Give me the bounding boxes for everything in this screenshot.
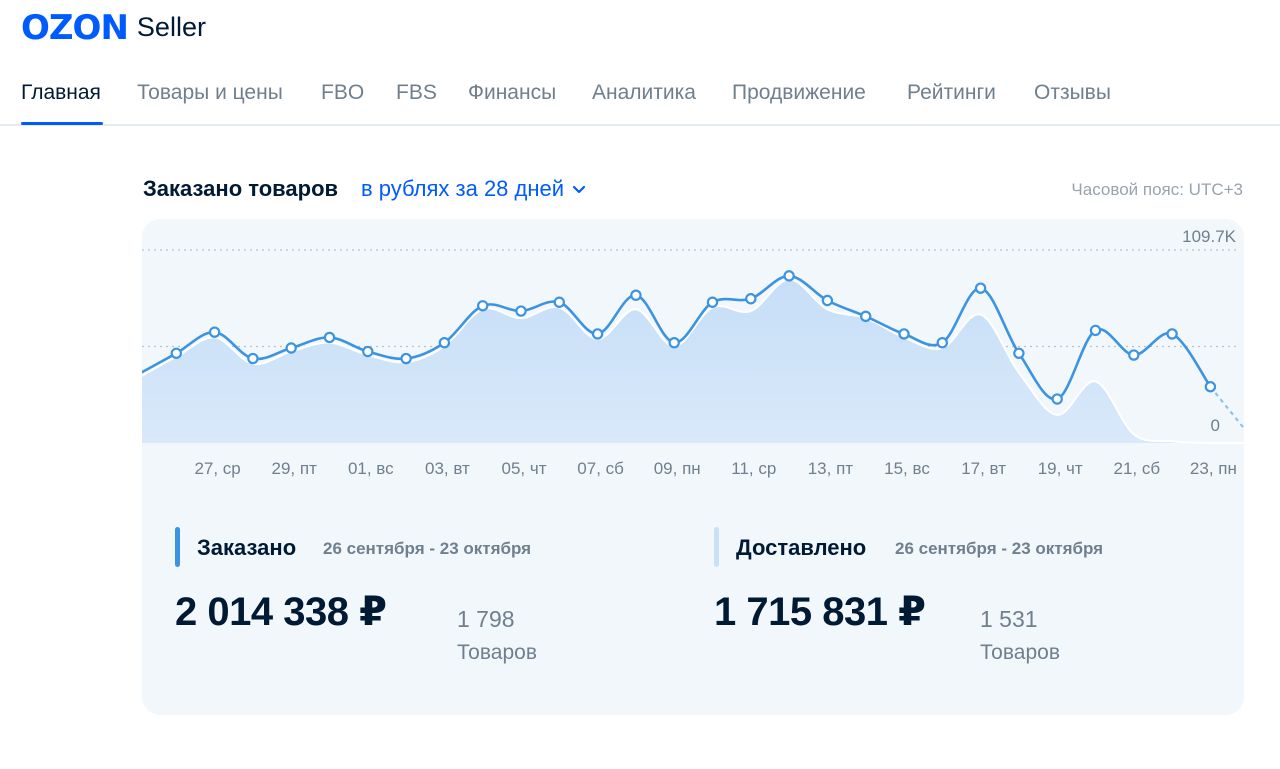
y-axis-max-label: 109.7K — [1182, 227, 1236, 246]
timezone-label: Часовой пояс: UTC+3 — [1071, 180, 1243, 199]
nav-item-home[interactable]: Главная — [21, 81, 101, 104]
stat-ordered-marker — [175, 527, 180, 567]
section-title: Заказано товаров — [143, 176, 339, 201]
stat-delivered-marker — [714, 527, 719, 567]
logo-product: Seller — [136, 12, 206, 42]
x-tick-label: 09, пн — [653, 459, 701, 478]
data-point[interactable] — [170, 347, 182, 359]
nav-item-analytics[interactable]: Аналитика — [592, 81, 696, 104]
data-point[interactable] — [208, 326, 221, 338]
period-dropdown-label: в рублях за 28 дней — [361, 176, 565, 201]
nav-item-finance[interactable]: Финансы — [468, 81, 557, 104]
nav-item-fbo[interactable]: FBO — [321, 81, 365, 104]
nav-item-products[interactable]: Товары и цены — [137, 81, 283, 104]
app-header: OZON Seller — [0, 0, 1280, 60]
data-point[interactable] — [898, 328, 910, 340]
x-tick-label: 13, пт — [807, 459, 854, 478]
logo-brand: OZON — [21, 8, 129, 48]
stat-delivered: Доставлено 26 сентября - 23 октября 1 71… — [714, 527, 1214, 677]
stat-delivered-title: Доставлено — [736, 535, 867, 560]
data-point[interactable] — [860, 310, 872, 323]
period-dropdown[interactable]: в рублях за 28 дней — [361, 176, 586, 202]
data-point[interactable] — [438, 337, 451, 349]
x-tick-label: 21, сб — [1113, 459, 1161, 478]
main-nav: Главная Товары и цены FBO FBS Финансы Ан… — [0, 74, 1280, 126]
data-point[interactable] — [323, 331, 336, 344]
data-point[interactable] — [247, 352, 259, 365]
data-point[interactable] — [630, 289, 642, 301]
data-point[interactable] — [821, 294, 834, 307]
nav-item-reviews[interactable]: Отзывы — [1034, 81, 1111, 104]
stat-ordered-count: 1 798 — [457, 606, 515, 632]
data-point[interactable] — [477, 300, 489, 312]
x-tick-label: 11, ср — [731, 459, 777, 478]
orders-chart[interactable] — [142, 219, 1244, 459]
data-point[interactable] — [1204, 381, 1217, 393]
x-tick-label: 03, вт — [424, 459, 470, 478]
section-header: Заказано товаров в рублях за 28 дней Час… — [143, 174, 1243, 206]
ozon-seller-logo[interactable]: OZON Seller — [21, 8, 206, 47]
data-point[interactable] — [400, 352, 412, 365]
data-point[interactable] — [1089, 324, 1102, 337]
x-tick-label: 15, вс — [884, 459, 930, 478]
x-tick-label: 17, вт — [961, 459, 1006, 478]
x-tick-label: 23, пн — [1189, 459, 1237, 478]
stat-ordered-amount: 2 014 338 ₽ — [175, 590, 387, 634]
x-tick-label: 05, чт — [501, 459, 547, 478]
data-point[interactable] — [1128, 349, 1140, 361]
sales-card: 109.7K 0 27, ср 29, пт 01, вс 03, вт 05, чт 0… — [142, 219, 1244, 715]
stat-ordered-count-label: Товаров — [457, 641, 537, 664]
data-point[interactable] — [706, 296, 719, 308]
x-axis-labels: 27, ср 29, пт 01, вс 03, вт 05, чт 07, сб 09, … — [142, 459, 1244, 483]
data-point[interactable] — [362, 345, 374, 358]
data-point[interactable] — [591, 328, 604, 340]
data-point[interactable] — [1013, 347, 1025, 359]
stat-ordered-period: 26 сентября - 23 октября — [323, 539, 532, 558]
x-tick-label: 01, вс — [347, 459, 394, 478]
data-point[interactable] — [745, 293, 757, 305]
data-point[interactable] — [936, 337, 949, 349]
stat-delivered-amount: 1 715 831 ₽ — [714, 590, 926, 634]
data-point[interactable] — [515, 305, 527, 317]
series-ordered-forecast-line — [1209, 386, 1244, 431]
data-point[interactable] — [1166, 328, 1178, 340]
data-point[interactable] — [553, 296, 565, 308]
stat-delivered-count-label: Товаров — [980, 641, 1060, 664]
nav-item-fbs[interactable]: FBS — [396, 81, 437, 104]
data-point[interactable] — [974, 282, 987, 294]
x-tick-label: 07, сб — [577, 459, 624, 478]
chevron-down-icon — [572, 185, 586, 194]
y-axis-zero-label: 0 — [1210, 416, 1220, 435]
x-tick-label: 27, ср — [194, 459, 241, 478]
stat-ordered: Заказано 26 сентября - 23 октября 2 014 … — [175, 527, 675, 677]
nav-item-promotion[interactable]: Продвижение — [732, 81, 866, 104]
stat-delivered-period: 26 сентября - 23 октября — [895, 539, 1104, 558]
data-point[interactable] — [783, 270, 795, 282]
data-point[interactable] — [668, 337, 680, 349]
stat-ordered-title: Заказано — [197, 535, 297, 560]
data-point[interactable] — [1051, 393, 1063, 405]
data-point[interactable] — [285, 342, 297, 354]
nav-item-ratings[interactable]: Рейтинги — [907, 81, 996, 104]
active-tab-indicator — [21, 122, 103, 125]
x-tick-label: 19, чт — [1037, 459, 1083, 478]
x-tick-label: 29, пт — [271, 459, 317, 478]
stat-delivered-count: 1 531 — [980, 606, 1038, 632]
